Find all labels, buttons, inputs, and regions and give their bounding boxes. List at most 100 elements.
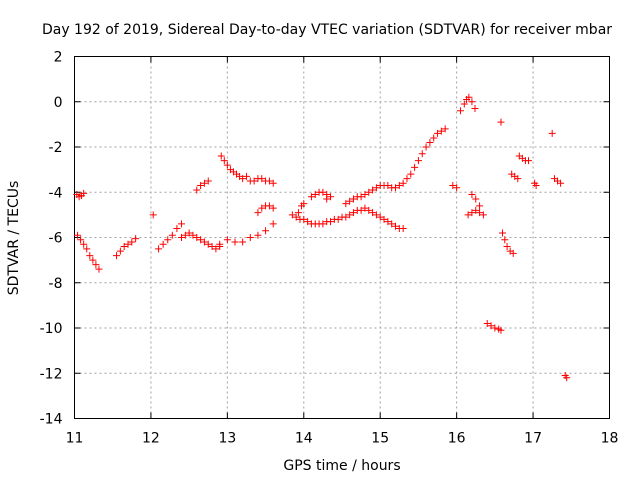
y-tick-label: -8 — [49, 276, 63, 292]
data-point — [132, 235, 140, 243]
data-point — [189, 231, 197, 239]
data-point — [155, 245, 163, 253]
data-point — [449, 181, 457, 189]
data-point — [503, 243, 511, 251]
data-point — [208, 243, 216, 251]
data-point — [365, 188, 373, 196]
data-point — [262, 227, 270, 235]
data-point — [376, 213, 384, 221]
data-point — [116, 247, 124, 255]
data-point — [128, 238, 136, 246]
data-point — [258, 204, 266, 212]
series-s22 — [499, 229, 517, 257]
data-point — [95, 265, 103, 273]
data-point — [185, 229, 193, 237]
data-point — [258, 175, 266, 183]
data-point — [149, 211, 157, 219]
data-points — [73, 93, 571, 382]
data-point — [403, 175, 411, 183]
y-tick-label: 0 — [54, 95, 63, 111]
x-tick-label: 13 — [218, 431, 236, 447]
data-point — [323, 195, 331, 203]
data-point — [304, 218, 312, 226]
data-point — [300, 200, 308, 208]
data-point — [487, 322, 495, 330]
data-point — [497, 118, 505, 126]
data-point — [200, 179, 208, 187]
data-point — [384, 181, 392, 189]
series-s11 — [288, 204, 407, 232]
data-point — [357, 206, 365, 214]
data-point — [197, 236, 205, 244]
x-tick-label: 11 — [66, 431, 84, 447]
data-point — [181, 231, 189, 239]
data-point — [77, 236, 85, 244]
data-point — [269, 220, 277, 228]
data-point — [384, 218, 392, 226]
x-tick-label: 18 — [601, 431, 619, 447]
series-s17 — [456, 93, 479, 115]
data-point — [89, 256, 97, 264]
data-point — [361, 191, 369, 199]
data-point — [168, 231, 176, 239]
axis-ticks: 11 12 13 14 15 16 17 18 -14 -12 -10 -8 -6 -4 -2 0 2 — [40, 50, 619, 447]
data-point — [288, 211, 296, 219]
data-point — [254, 209, 262, 217]
data-point — [399, 224, 407, 232]
data-point — [193, 234, 201, 241]
data-point — [430, 134, 438, 142]
data-point — [471, 105, 479, 113]
data-point — [159, 240, 167, 248]
data-point — [532, 181, 540, 189]
grid-lines — [74, 56, 610, 419]
data-point — [250, 177, 258, 185]
series-s4 — [149, 211, 157, 219]
data-point — [178, 220, 185, 228]
data-point — [164, 236, 172, 244]
data-point — [357, 193, 365, 201]
chart-title: Day 192 of 2019, Sidereal Day-to-day VTE… — [42, 22, 612, 38]
y-tick-label: 2 — [54, 50, 63, 66]
data-point — [465, 93, 473, 101]
y-tick-label: -10 — [40, 321, 63, 337]
data-point — [269, 204, 277, 212]
series-s16 — [449, 181, 461, 192]
data-point — [173, 224, 181, 232]
series-s12 — [294, 200, 308, 217]
data-point — [246, 234, 254, 241]
data-point — [361, 204, 369, 212]
data-point — [407, 170, 415, 178]
y-tick-label: -14 — [40, 412, 63, 428]
series-s21 — [497, 118, 505, 126]
x-axis-label: GPS time / hours — [283, 458, 400, 474]
series-s25 — [531, 179, 540, 189]
data-point — [472, 206, 480, 214]
series-s15 — [342, 125, 449, 208]
data-point — [223, 161, 231, 169]
data-point — [349, 209, 357, 217]
data-point — [113, 252, 121, 260]
data-point — [434, 129, 442, 137]
data-point — [509, 249, 517, 257]
data-point — [74, 231, 82, 239]
data-point — [86, 252, 94, 260]
series-s2 — [74, 231, 103, 273]
data-point — [524, 157, 532, 165]
x-tick-label: 12 — [142, 431, 160, 447]
data-point — [92, 261, 100, 269]
y-tick-label: -4 — [49, 185, 63, 201]
data-point — [204, 240, 212, 248]
series-s1 — [73, 189, 88, 201]
data-point — [399, 179, 407, 187]
data-point — [418, 150, 426, 158]
data-point — [300, 215, 308, 223]
data-point — [265, 177, 273, 185]
data-point — [392, 184, 399, 192]
series-s28 — [561, 372, 571, 382]
x-tick-label: 17 — [524, 431, 542, 447]
series-s14 — [323, 195, 331, 203]
data-point — [80, 240, 88, 248]
data-point — [483, 319, 491, 327]
data-point — [422, 143, 430, 151]
series-s18 — [464, 206, 487, 219]
